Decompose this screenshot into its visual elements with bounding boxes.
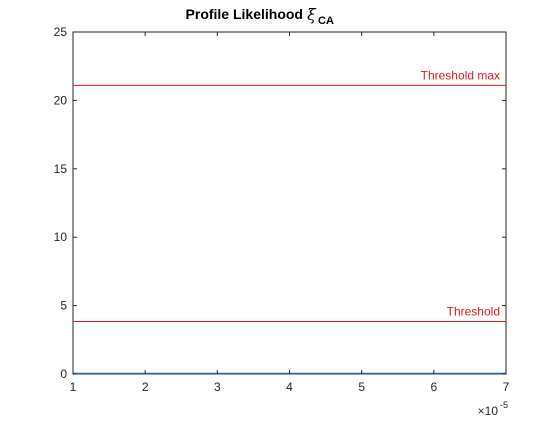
threshold-label: Threshold: [447, 304, 500, 318]
plot-area: [72, 31, 507, 375]
threshold-label: Threshold max: [421, 68, 500, 82]
x-tick-label: 5: [358, 380, 365, 394]
x-tick-label: 2: [142, 380, 149, 394]
reference-lines: Threshold max Threshold: [73, 68, 506, 322]
y-tick-label: 20: [54, 93, 68, 107]
x-exponent-value: -5: [500, 400, 508, 410]
title-symbol: ξ: [307, 5, 317, 24]
x-tick-label: 3: [214, 380, 221, 394]
x-exponent-prefix: ×10: [478, 404, 499, 418]
x-tick-label: 4: [286, 380, 293, 394]
x-axis: 1 2 3 4 5 6 7: [70, 32, 510, 394]
x-tick-label: 1: [70, 380, 77, 394]
y-tick-label: 15: [54, 162, 68, 176]
y-tick-label: 5: [60, 299, 67, 313]
chart-title: Profile Likelihood: [186, 6, 303, 22]
y-tick-label: 10: [54, 230, 68, 244]
y-tick-label: 25: [54, 25, 68, 39]
x-tick-label: 6: [430, 380, 437, 394]
x-tick-label: 7: [503, 380, 510, 394]
title-subscript: CA: [318, 15, 334, 27]
y-tick-label: 0: [60, 367, 67, 381]
y-axis: 0 5 10 15 20 25: [54, 25, 506, 381]
